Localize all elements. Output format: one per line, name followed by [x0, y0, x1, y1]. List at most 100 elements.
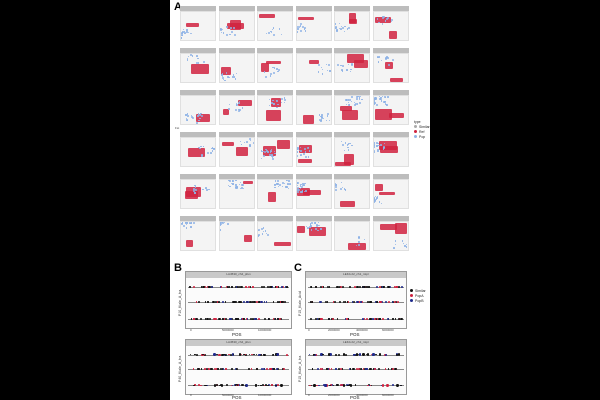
blue-point — [262, 227, 265, 229]
subplot-panel — [218, 221, 255, 251]
blue-point — [336, 64, 339, 67]
variant-point — [248, 300, 251, 304]
blue-point — [181, 222, 183, 225]
variant-point — [265, 301, 268, 303]
variant-point — [317, 368, 320, 371]
subplot-panel — [180, 221, 216, 251]
variant-point — [276, 286, 279, 288]
variant-point — [223, 318, 225, 320]
variant-point — [309, 353, 311, 356]
variant-point — [222, 368, 225, 370]
blue-point — [336, 30, 338, 32]
variant-point — [376, 300, 379, 304]
blue-point — [361, 98, 363, 101]
variant-point — [210, 368, 213, 370]
variant-point — [379, 353, 382, 356]
subplot — [372, 132, 409, 172]
variant-point — [196, 318, 199, 320]
variant-point — [260, 300, 263, 304]
variant-point — [316, 384, 318, 387]
blue-point — [321, 113, 324, 116]
subplot — [372, 48, 409, 88]
blue-point — [263, 71, 266, 73]
subplot-panel — [334, 137, 370, 167]
variant-point — [321, 286, 324, 288]
blue-point — [299, 25, 302, 27]
variant-point — [400, 317, 403, 321]
variant-point — [338, 353, 341, 356]
blue-point — [315, 223, 318, 226]
blue-point — [325, 64, 327, 66]
variant-point — [206, 286, 209, 288]
blue-point — [225, 72, 227, 75]
blue-point — [373, 199, 376, 202]
subplot-panel — [180, 53, 216, 83]
blue-point — [335, 184, 337, 186]
blue-point — [307, 146, 310, 148]
panel-bc-legend: Similar PopA PopB — [410, 288, 426, 303]
variant-point — [246, 301, 249, 303]
variant-point — [270, 367, 273, 371]
variant-point — [375, 318, 378, 320]
variant-point — [361, 301, 364, 303]
blue-point — [351, 144, 353, 147]
blue-point — [303, 147, 306, 150]
variant-point — [353, 286, 356, 288]
variant-point — [327, 301, 329, 303]
blue-point — [280, 98, 283, 101]
variant-point — [282, 285, 285, 289]
subplot — [295, 90, 332, 130]
variant-point — [213, 353, 216, 356]
variant-point — [316, 318, 319, 320]
blue-point — [325, 119, 327, 121]
variant-point — [351, 301, 354, 303]
variant-point — [216, 353, 218, 356]
panel-c-bottom: LEKA 22_ch1_mtpr — [305, 339, 407, 395]
blue-point — [250, 140, 252, 142]
variant-point — [249, 317, 252, 321]
blue-point — [195, 54, 198, 57]
blue-point — [197, 115, 199, 118]
blue-point — [378, 96, 380, 98]
variant-point — [274, 317, 277, 321]
variant-point — [263, 285, 266, 289]
blue-point — [235, 184, 237, 186]
blue-point — [222, 222, 225, 225]
blue-point — [181, 37, 183, 39]
variant-point — [257, 384, 260, 387]
blue-point — [320, 119, 323, 122]
blue-point — [347, 149, 350, 152]
subplot-panel — [372, 95, 409, 125]
blue-point — [329, 70, 331, 72]
blue-point — [297, 189, 300, 192]
variant-point — [275, 286, 278, 288]
blue-point — [380, 97, 382, 99]
blue-point — [326, 115, 329, 117]
subplot — [334, 6, 370, 46]
variant-point — [379, 286, 381, 288]
blue-point — [373, 142, 375, 144]
blue-point — [272, 27, 275, 29]
subplot-strip — [180, 6, 216, 11]
blue-point — [328, 64, 331, 67]
variant-point — [343, 300, 346, 304]
blue-point — [369, 239, 370, 241]
variant-point — [207, 301, 209, 303]
blue-point — [219, 222, 221, 224]
subplot-panel — [334, 11, 370, 41]
variant-point — [213, 384, 217, 387]
panel-a-legend-title: type — [414, 120, 421, 124]
blue-point — [266, 150, 269, 152]
red-cluster — [235, 147, 249, 156]
variant-point — [264, 317, 267, 320]
subplot-panel — [334, 221, 370, 251]
variant-point — [313, 384, 316, 387]
subplot-panel — [372, 53, 409, 83]
blue-point — [350, 96, 353, 98]
legend-swatch-icon — [410, 289, 413, 292]
legend-swatch-icon — [410, 294, 413, 297]
red-cluster — [271, 97, 281, 107]
blue-point — [304, 26, 306, 29]
red-cluster — [349, 12, 356, 24]
variant-point — [204, 368, 206, 370]
